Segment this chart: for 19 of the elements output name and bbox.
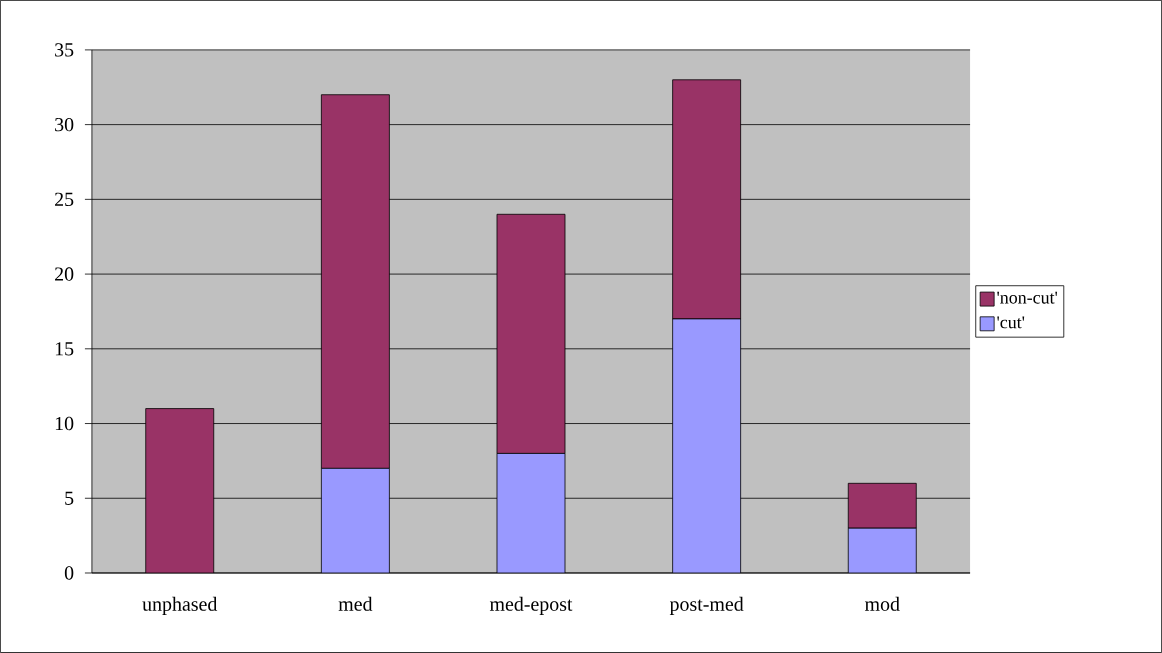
y-tick-label: 15 <box>55 342 74 356</box>
y-tick-label: 35 <box>55 43 74 57</box>
y-tick-label: 20 <box>55 267 74 281</box>
y-tick-label: 0 <box>64 566 74 580</box>
bar <box>847 527 917 574</box>
x-tick-label: unphased <box>142 596 218 615</box>
y-tick-label: 10 <box>55 416 74 431</box>
x-tick-label: mod <box>864 596 900 611</box>
y-tick-label: 25 <box>55 192 74 207</box>
y-tick-label: 30 <box>55 117 74 132</box>
bar <box>496 453 566 574</box>
legend-label: 'cut' <box>997 316 1025 329</box>
x-tick-label: med-epost <box>489 596 573 615</box>
legend-label: 'non-cut' <box>997 291 1058 304</box>
x-tick-label: med <box>338 596 373 611</box>
y-tick-label: 5 <box>65 491 74 505</box>
x-tick-label: post-med <box>669 596 744 615</box>
bar <box>320 468 390 574</box>
bar <box>672 318 742 574</box>
